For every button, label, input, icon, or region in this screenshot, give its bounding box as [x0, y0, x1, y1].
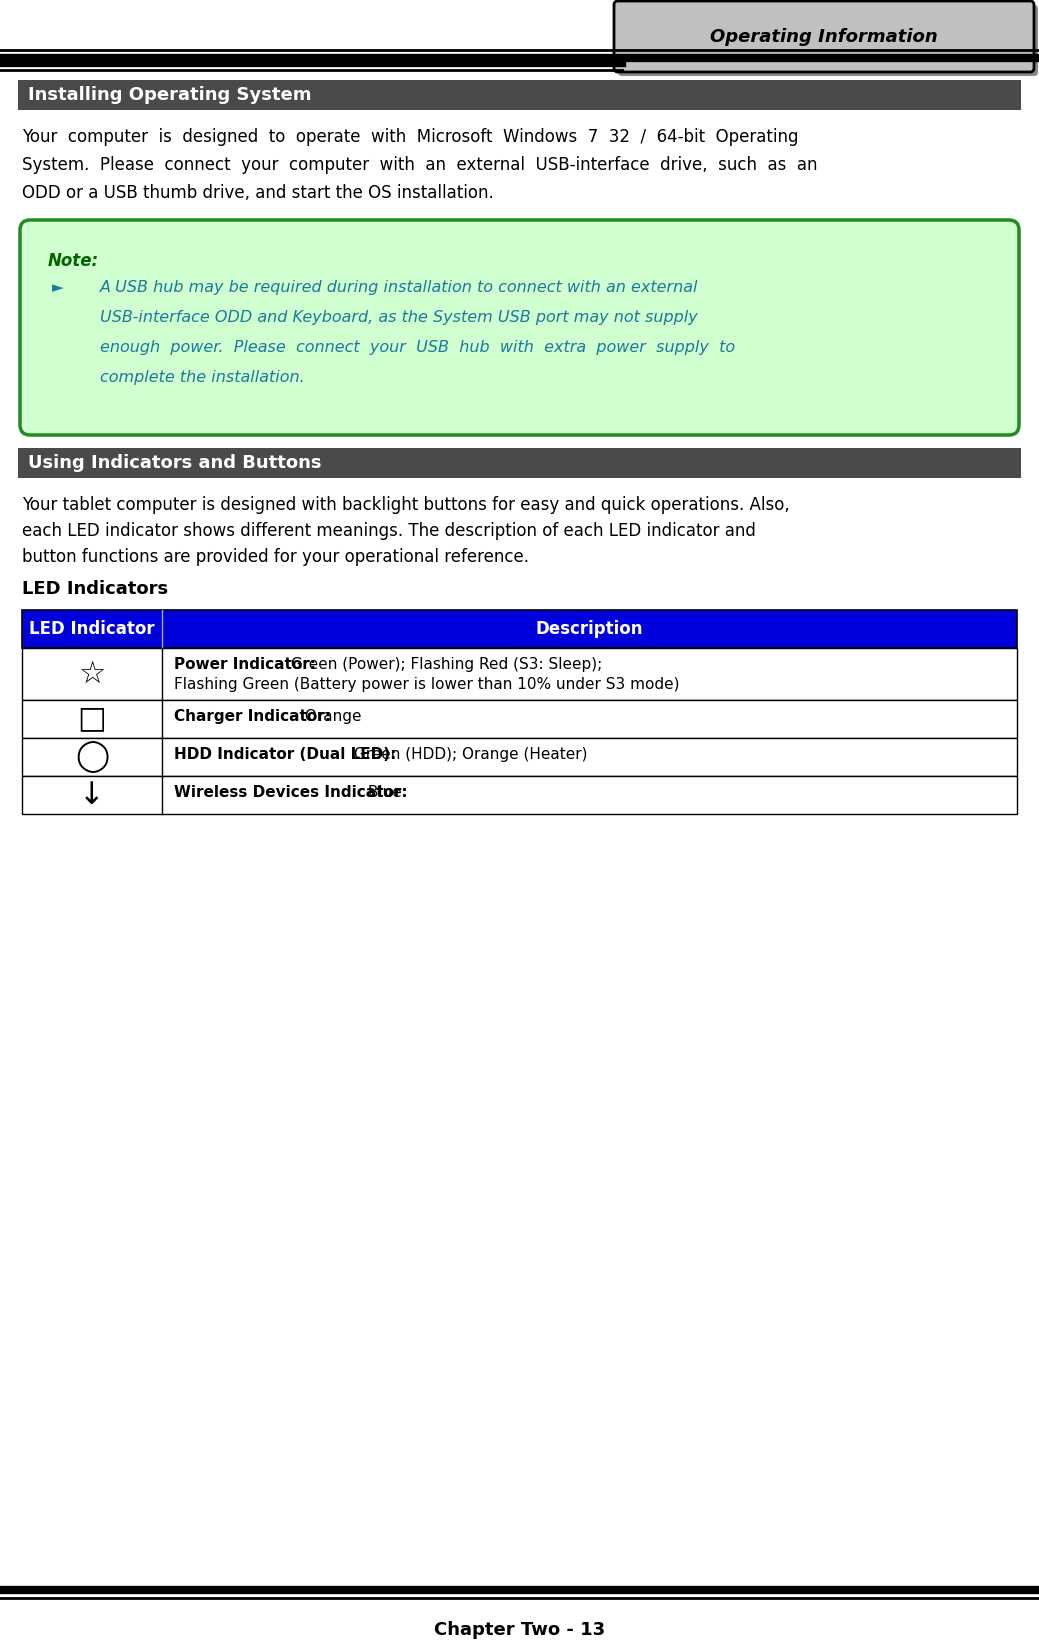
- Text: Green (HDD); Orange (Heater): Green (HDD); Orange (Heater): [349, 747, 587, 761]
- Text: complete the installation.: complete the installation.: [100, 371, 304, 386]
- Text: Flashing Green (Battery power is lower than 10% under S3 mode): Flashing Green (Battery power is lower t…: [174, 677, 680, 692]
- Text: Green (Power); Flashing Red (S3: Sleep);: Green (Power); Flashing Red (S3: Sleep);: [286, 658, 603, 672]
- Bar: [22, 738, 1017, 776]
- Bar: [18, 448, 1021, 478]
- Text: each LED indicator shows different meanings. The description of each LED indicat: each LED indicator shows different meani…: [22, 522, 756, 541]
- Text: ◯: ◯: [75, 742, 109, 773]
- Text: LED Indicators: LED Indicators: [22, 580, 168, 598]
- Text: enough  power.  Please  connect  your  USB  hub  with  extra  power  supply  to: enough power. Please connect your USB hu…: [100, 339, 736, 354]
- Text: ↓: ↓: [79, 781, 105, 809]
- Text: A USB hub may be required during installation to connect with an external: A USB hub may be required during install…: [100, 280, 698, 295]
- Text: ►: ►: [52, 280, 63, 295]
- Text: Note:: Note:: [48, 252, 99, 270]
- Text: Blue: Blue: [363, 784, 402, 799]
- Text: Chapter Two - 13: Chapter Two - 13: [434, 1622, 605, 1640]
- Bar: [22, 648, 1017, 700]
- Text: button functions are provided for your operational reference.: button functions are provided for your o…: [22, 549, 529, 565]
- Text: □: □: [78, 704, 106, 733]
- Text: Your tablet computer is designed with backlight buttons for easy and quick opera: Your tablet computer is designed with ba…: [22, 496, 790, 514]
- Bar: [22, 776, 1017, 814]
- FancyBboxPatch shape: [618, 5, 1038, 76]
- Text: HDD Indicator (Dual LED):: HDD Indicator (Dual LED):: [174, 747, 396, 761]
- Bar: [22, 700, 1017, 738]
- FancyBboxPatch shape: [20, 219, 1019, 435]
- Text: ODD or a USB thumb drive, and start the OS installation.: ODD or a USB thumb drive, and start the …: [22, 185, 494, 203]
- Text: Using Indicators and Buttons: Using Indicators and Buttons: [28, 453, 321, 471]
- Bar: [18, 81, 1021, 110]
- Text: Installing Operating System: Installing Operating System: [28, 86, 312, 104]
- Text: ☆: ☆: [78, 659, 106, 689]
- Bar: [22, 610, 1017, 648]
- Text: Your  computer  is  designed  to  operate  with  Microsoft  Windows  7  32  /  6: Your computer is designed to operate wit…: [22, 129, 799, 147]
- Text: LED Indicator: LED Indicator: [29, 620, 155, 638]
- Text: Wireless Devices Indicator:: Wireless Devices Indicator:: [174, 784, 407, 799]
- FancyBboxPatch shape: [614, 2, 1034, 73]
- Text: Orange: Orange: [300, 709, 362, 723]
- Text: USB-interface ODD and Keyboard, as the System USB port may not supply: USB-interface ODD and Keyboard, as the S…: [100, 310, 698, 325]
- Text: Description: Description: [536, 620, 643, 638]
- Text: System.  Please  connect  your  computer  with  an  external  USB-interface  dri: System. Please connect your computer wit…: [22, 157, 818, 175]
- Text: Charger Indicator:: Charger Indicator:: [174, 709, 331, 723]
- Text: Power Indicator:: Power Indicator:: [174, 658, 316, 672]
- Text: Operating Information: Operating Information: [710, 28, 938, 46]
